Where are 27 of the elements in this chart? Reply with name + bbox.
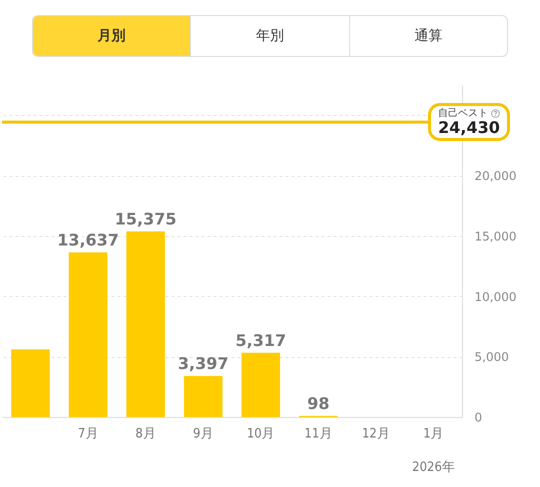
bar <box>184 376 222 417</box>
data-label: 13,637 <box>57 230 119 250</box>
data-label: 3,397 <box>178 354 229 373</box>
y-tick-label: 5,000 <box>474 350 509 364</box>
x-tick-label: 11月 <box>304 426 332 442</box>
bar <box>126 231 165 417</box>
x-tick-label: 1月 <box>423 426 444 442</box>
text: 月別 <box>33 16 190 56</box>
data-label: 15,375 <box>114 209 177 228</box>
text: 2026年 <box>412 460 455 475</box>
text: 年別 <box>190 16 349 56</box>
x-tick-label: 8月 <box>135 426 156 442</box>
y-tick-label: 10,000 <box>474 290 516 304</box>
y-tick-label: 15,000 <box>474 229 516 244</box>
bar <box>68 252 108 417</box>
bar <box>11 349 50 417</box>
x-tick-label: 10月 <box>246 426 275 442</box>
ref-line-label: 自己ベスト 24,430 <box>436 108 501 138</box>
data-label: 5,317 <box>235 330 286 350</box>
y-tick-label: 20,000 <box>474 169 516 184</box>
x-tick-label: 9月 <box>192 426 214 442</box>
text: 通算 <box>348 16 507 56</box>
x-tick-label: 7月 <box>78 426 98 442</box>
x-tick-label: 12月 <box>362 426 390 442</box>
bar <box>242 352 280 417</box>
data-label: 98 <box>307 394 330 413</box>
y-tick-label: 0 <box>474 410 482 424</box>
